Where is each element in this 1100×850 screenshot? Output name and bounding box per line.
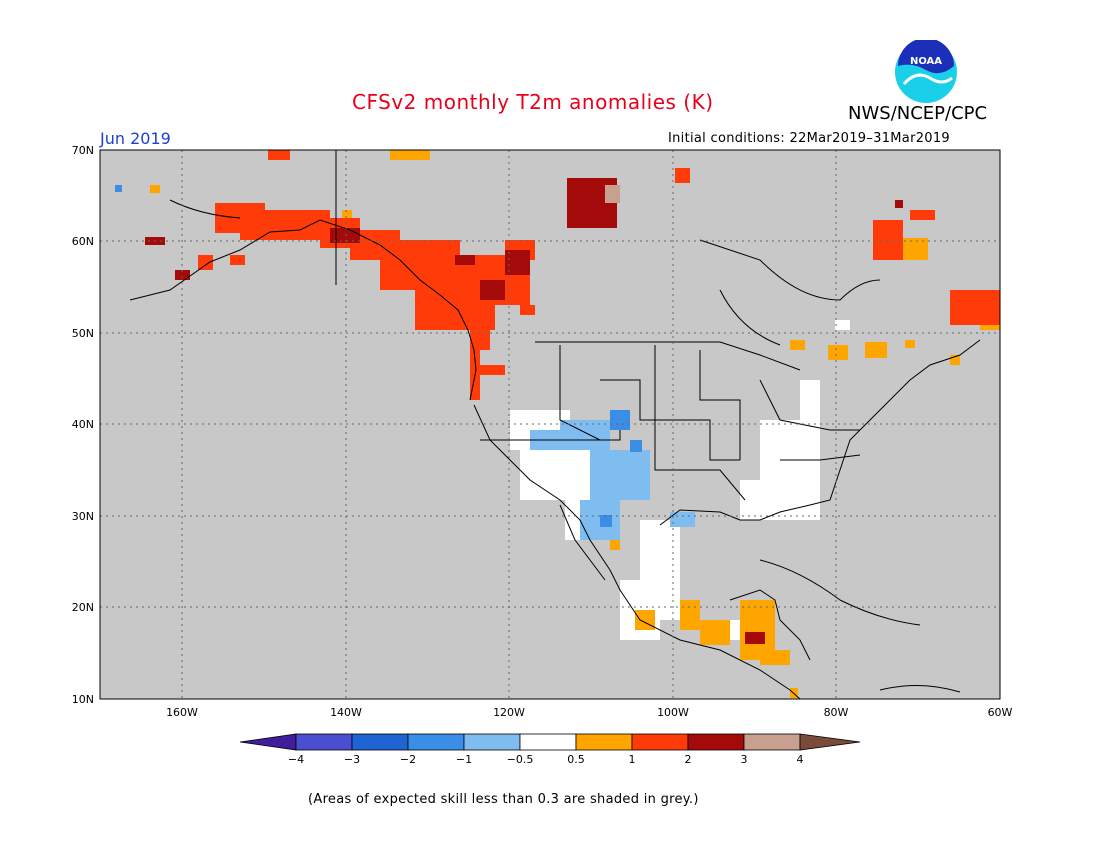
colorbar-label: −2 [400, 753, 416, 766]
lon-label: 80W [824, 706, 849, 719]
agency-label: NWS/NCEP/CPC [848, 103, 988, 124]
lon-label: 160W [166, 706, 198, 719]
colorbar-segment [799, 733, 861, 751]
colorbar-label: −0.5 [507, 753, 534, 766]
colorbar-segment [631, 733, 689, 751]
negative-anomaly-strong [115, 185, 642, 527]
colorbar-label: −4 [288, 753, 304, 766]
lat-label: 40N [72, 418, 94, 431]
colorbar-segment [463, 733, 521, 751]
colorbar-segment [519, 733, 577, 751]
negative-anomaly-areas [530, 420, 695, 540]
colorbar-label: −1 [456, 753, 472, 766]
colorbar-segment [351, 733, 409, 751]
colorbar-labels: −4 −3 −2 −1 −0.5 0.5 1 2 3 4 [288, 753, 804, 766]
lat-label: 50N [72, 327, 94, 340]
warm-anomaly-strong [145, 178, 903, 644]
colorbar-label: 1 [629, 753, 636, 766]
colorbar-label: 4 [797, 753, 804, 766]
colorbar-segment [407, 733, 465, 751]
coastlines [129, 150, 981, 700]
initial-conditions: Initial conditions: 22Mar2019–31Mar2019 [668, 131, 951, 146]
map-panel [99, 149, 1001, 700]
colorbar [239, 733, 861, 751]
map-gridlines [100, 150, 1000, 699]
latitude-labels: 10N 20N 30N 40N 50N 60N 70N [72, 144, 94, 706]
colorbar-label: −3 [344, 753, 360, 766]
lat-label: 10N [72, 693, 94, 706]
colorbar-label: 2 [685, 753, 692, 766]
longitude-labels: 160W 140W 120W 100W 80W 60W [166, 706, 1012, 719]
colorbar-segment [239, 733, 297, 751]
colorbar-segment [295, 733, 353, 751]
colorbar-label: 0.5 [567, 753, 585, 766]
lon-label: 120W [493, 706, 525, 719]
white-anomaly-areas [510, 320, 850, 640]
colorbar-label: 3 [741, 753, 748, 766]
colorbar-segment [743, 733, 801, 751]
warm-anomaly-light [150, 150, 1000, 698]
skill-footnote: (Areas of expected skill less than 0.3 a… [308, 792, 699, 807]
lat-label: 60N [72, 235, 94, 248]
colorbar-segment [575, 733, 633, 751]
lat-label: 70N [72, 144, 94, 157]
lat-label: 20N [72, 601, 94, 614]
warm-anomaly-medium [198, 150, 1000, 400]
lon-label: 140W [330, 706, 362, 719]
lat-label: 30N [72, 510, 94, 523]
lon-label: 100W [657, 706, 689, 719]
noaa-logo: NOAA [895, 40, 957, 103]
forecast-month: Jun 2019 [100, 129, 171, 148]
noaa-logo-text: NOAA [910, 56, 942, 67]
colorbar-segment [687, 733, 745, 751]
map-title: CFSv2 monthly T2m anomalies (K) [352, 90, 714, 114]
lon-label: 60W [988, 706, 1013, 719]
warm-anomaly-extreme [605, 185, 620, 203]
